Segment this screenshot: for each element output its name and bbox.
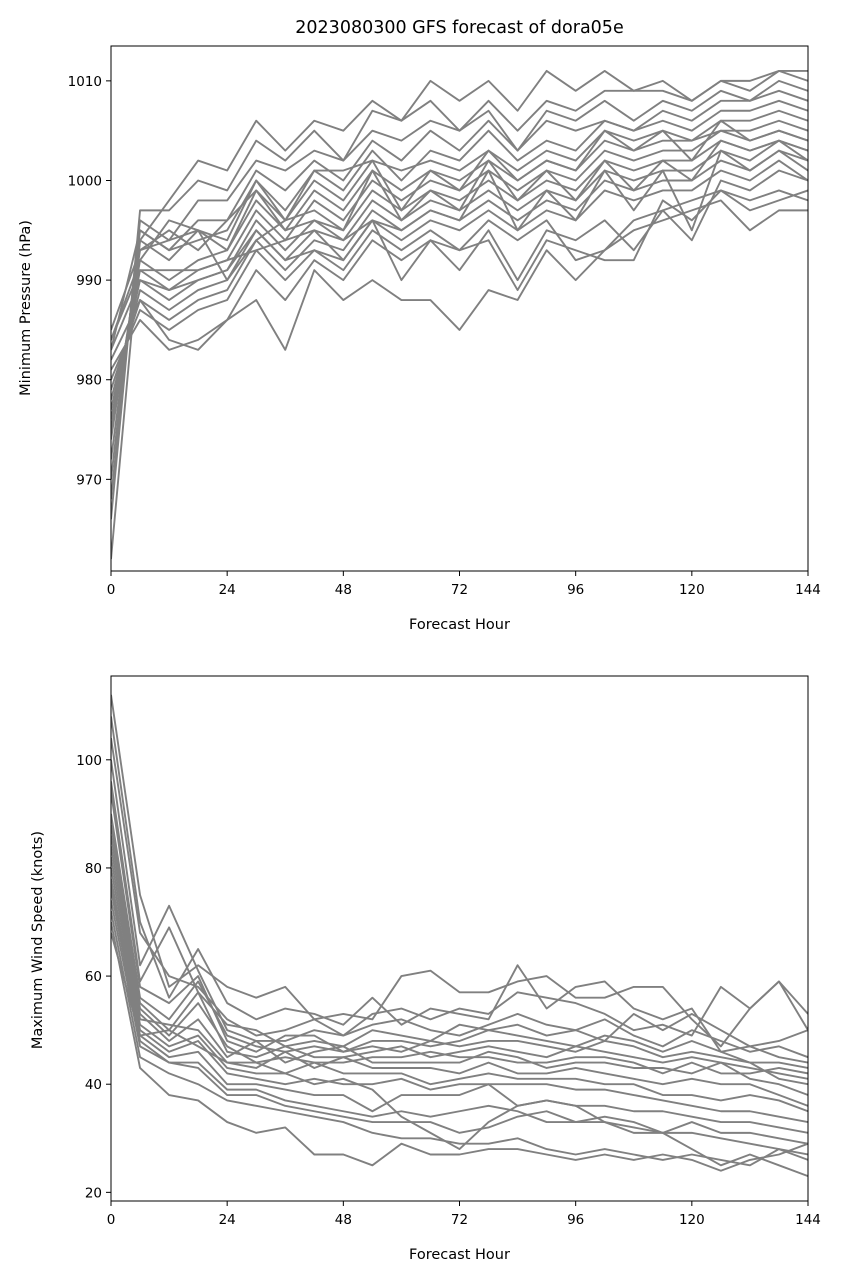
pressure-chart-title: 2023080300 GFS forecast of dora05e — [295, 18, 623, 38]
wind-series-line-7 — [111, 813, 808, 1069]
pressure-x-tick-label: 48 — [335, 582, 352, 598]
pressure-series-line-19 — [111, 119, 808, 351]
wind-y-tick-label: 40 — [85, 1077, 102, 1093]
pressure-x-tick-label: 0 — [107, 582, 116, 598]
pressure-y-axis-label: Minimum Pressure (hPa) — [18, 220, 34, 396]
wind-series-line-8 — [111, 824, 808, 1080]
pressure-series-line-18 — [111, 139, 808, 341]
pressure-y-tick-label: 980 — [76, 373, 102, 389]
wind-series-line-4 — [111, 759, 808, 1048]
wind-series-line-15 — [111, 889, 808, 1145]
wind-series-line-5 — [111, 781, 808, 1059]
wind-plot-area — [110, 675, 809, 1202]
pressure-y-tick-label: 970 — [76, 472, 102, 488]
wind-y-tick-label: 60 — [85, 969, 102, 985]
wind-series-line-10 — [111, 846, 808, 1096]
wind-x-tick-label: 0 — [107, 1212, 116, 1228]
wind-series-line-3 — [111, 738, 808, 1037]
pressure-series-group — [111, 69, 808, 560]
pressure-y-tick-label: 1010 — [68, 74, 102, 90]
pressure-x-tick-label: 72 — [451, 582, 468, 598]
wind-x-axis: 0 24 48 72 96 120 144 — [107, 1201, 821, 1228]
wind-series-line-9 — [111, 835, 808, 1075]
wind-series-line-14 — [111, 883, 808, 1134]
wind-x-tick-label: 120 — [679, 1212, 705, 1228]
pressure-y-tick-label: 1000 — [68, 173, 102, 189]
pressure-y-axis: 970 980 990 1000 1010 — [68, 74, 111, 488]
wind-series-line-17 — [111, 911, 808, 1167]
wind-x-tick-label: 72 — [451, 1212, 468, 1228]
wind-x-tick-label: 96 — [567, 1212, 584, 1228]
pressure-plot-area — [110, 45, 809, 572]
wind-chart: 0 24 48 72 96 120 144 20 40 60 80 100 Forecast Hou… — [30, 675, 821, 1263]
wind-y-tick-label: 80 — [85, 861, 102, 877]
pressure-series-line-17 — [111, 149, 808, 331]
pressure-series-line-5 — [111, 99, 808, 460]
wind-series-line-12 — [111, 867, 808, 1113]
wind-series-line-6 — [111, 792, 808, 1064]
pressure-x-tick-label: 96 — [567, 582, 584, 598]
wind-y-tick-label: 100 — [76, 753, 102, 769]
pressure-y-tick-label: 990 — [76, 273, 102, 289]
wind-x-tick-label: 48 — [335, 1212, 352, 1228]
pressure-series-line-3 — [111, 79, 808, 500]
wind-series-line-2 — [111, 716, 808, 1086]
wind-series-line-19 — [111, 932, 808, 1178]
wind-x-tick-label: 144 — [795, 1212, 821, 1228]
wind-x-axis-label: Forecast Hour — [409, 1247, 510, 1263]
wind-series-line-16 — [111, 900, 808, 1156]
wind-y-tick-label: 20 — [85, 1185, 102, 1201]
pressure-x-tick-label: 24 — [219, 582, 236, 598]
pressure-chart: 2023080300 GFS forecast of dora05e 0 24 48… — [18, 18, 821, 633]
wind-series-line-13 — [111, 878, 808, 1123]
wind-series-line-18 — [111, 921, 808, 1172]
pressure-series-line-15 — [111, 189, 808, 351]
pressure-series-line-16 — [111, 169, 808, 341]
wind-y-axis: 20 40 60 80 100 — [76, 753, 111, 1201]
wind-series-line-1 — [111, 694, 808, 1048]
pressure-x-axis: 0 24 48 72 96 120 144 — [107, 571, 821, 598]
wind-series-group — [111, 694, 808, 1178]
wind-x-tick-label: 24 — [219, 1212, 236, 1228]
pressure-x-tick-label: 120 — [679, 582, 705, 598]
wind-y-axis-label: Maximum Wind Speed (knots) — [30, 831, 46, 1049]
pressure-x-tick-label: 144 — [795, 582, 821, 598]
pressure-series-line-12 — [111, 159, 808, 381]
pressure-x-axis-label: Forecast Hour — [409, 617, 510, 633]
